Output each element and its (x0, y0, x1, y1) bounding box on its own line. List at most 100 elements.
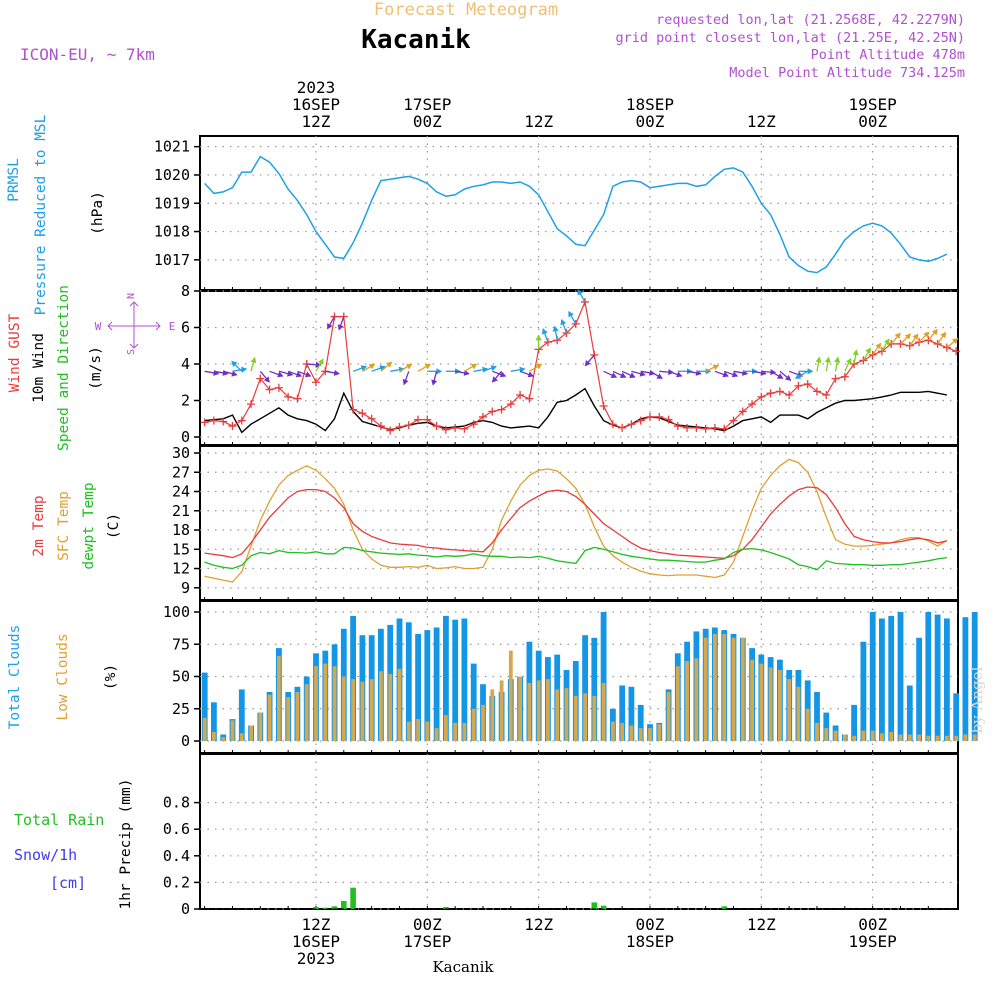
gust-marker (451, 423, 460, 432)
gust-marker (877, 347, 886, 356)
rain-bar (600, 905, 607, 909)
gust-marker (896, 339, 905, 348)
wind-arrow-head (951, 338, 959, 344)
point-altitude: Point Altitude 478m (811, 47, 965, 63)
compass-n: N (126, 293, 137, 299)
low-cloud-bar (369, 679, 374, 741)
gust-marker (284, 392, 293, 401)
low-cloud-bar (768, 667, 773, 741)
wind-arrow-head (904, 333, 911, 340)
low-cloud-bar (954, 735, 959, 741)
bottom-axis-label: 18SEP (626, 932, 674, 951)
rain-bar (443, 907, 449, 909)
low-cloud-bar (295, 692, 300, 741)
low-cloud-bar (833, 730, 838, 741)
bottom-axis-label: 12Z (524, 915, 553, 934)
total-cloud-bar (944, 618, 950, 741)
low-cloud-bar (555, 689, 560, 741)
low-cloud-bar (481, 704, 485, 741)
gust-marker (432, 422, 441, 431)
bottom-axis-label: 2023 (297, 949, 336, 968)
low-cloud-bar (778, 670, 782, 741)
wind-arrow-head (731, 371, 739, 378)
low-cloud-bar (304, 684, 309, 741)
wind-arrow-head (552, 325, 559, 332)
wind-arrow-head (436, 368, 443, 375)
total-cloud-bar (934, 614, 941, 741)
low-cloud-bar (341, 676, 346, 741)
gust-marker (478, 412, 487, 421)
rain-bar (341, 901, 347, 909)
unit-label: (m/s) (88, 346, 104, 390)
low-cloud-bar (434, 728, 439, 741)
low-cloud-bar (694, 658, 699, 741)
ylabel: Low Clouds (55, 633, 71, 720)
wind-arrow-head (656, 373, 663, 379)
low-cloud-bar (518, 676, 522, 741)
total-cloud-bar (433, 627, 440, 741)
ytick-label: 2 (181, 392, 190, 410)
low-cloud-bar (898, 734, 903, 741)
total-cloud-bar (452, 619, 459, 741)
rain-bar (350, 887, 356, 909)
low-cloud-bar (314, 666, 318, 741)
gust-marker (265, 385, 274, 394)
low-cloud-bar (648, 728, 652, 741)
gust-marker (673, 422, 682, 431)
low-cloud-bar (221, 737, 226, 741)
wind-arrow-head (940, 331, 947, 339)
temp-dewpt-line (204, 546, 947, 571)
wind-arrow-head (845, 357, 852, 365)
gust-marker (775, 387, 784, 396)
gust-marker (423, 415, 432, 424)
bottom-axis-label: 17SEP (403, 932, 451, 951)
low-cloud-bar (527, 683, 532, 741)
rain-bar (322, 907, 329, 909)
low-cloud-bar (360, 681, 365, 741)
total-cloud-bar (591, 637, 598, 741)
wind-arrow-head (619, 372, 627, 378)
gust-marker (395, 422, 404, 431)
rain-bar (331, 906, 338, 909)
low-cloud-bar (388, 673, 393, 741)
wind-arrow-head (629, 372, 636, 378)
bottom-axis-label: 16SEP (292, 932, 340, 951)
temp-sfc-line (204, 458, 948, 583)
ytick-label: 9 (181, 579, 190, 597)
low-cloud-bar (629, 725, 634, 741)
low-cloud-bar (861, 730, 866, 741)
wind-arrow-head (527, 371, 534, 378)
wind-arrow-head (499, 371, 507, 378)
low-cloud-bar (592, 695, 597, 741)
panel-precip: 0 0.2 0.4 0.6 0.8 1hr Precip (mm) Total Rain Sn… (14, 753, 959, 918)
low-cloud-bar (323, 663, 328, 741)
wind-arrow-head (491, 376, 498, 383)
temp-2m-line (204, 486, 948, 559)
low-cloud-bar (425, 721, 430, 741)
low-cloud-bar (462, 722, 467, 741)
gust-marker (543, 338, 552, 347)
low-cloud-bar (202, 717, 207, 741)
low-cloud-bar (796, 686, 801, 741)
gust-marker (627, 420, 636, 429)
total-cloud-bar (201, 672, 208, 741)
wind-arrow-head (337, 324, 344, 331)
gust-marker (386, 426, 395, 435)
ytick-label: 75 (172, 635, 190, 653)
wind-arrow-head (431, 379, 438, 386)
rain-bar (721, 906, 727, 909)
wind-arrow-head (784, 374, 792, 381)
gust-marker (414, 415, 423, 424)
wind-arrow-head (402, 378, 409, 386)
low-cloud-bar (870, 730, 875, 741)
low-cloud-bar (685, 661, 689, 741)
gust-marker (720, 424, 729, 433)
low-cloud-bar (935, 735, 940, 741)
gust-marker (581, 297, 590, 306)
low-cloud-bar (750, 659, 754, 741)
panels: 1017 1018 1019 1020 1021 PRMSL Pressure Reduce… (6, 114, 978, 918)
top-axis-label: 00Z (636, 112, 665, 131)
wind-arrow-head (712, 364, 720, 371)
total-cloud-bar (879, 618, 885, 741)
top-axis-label: 2023 (297, 78, 336, 97)
